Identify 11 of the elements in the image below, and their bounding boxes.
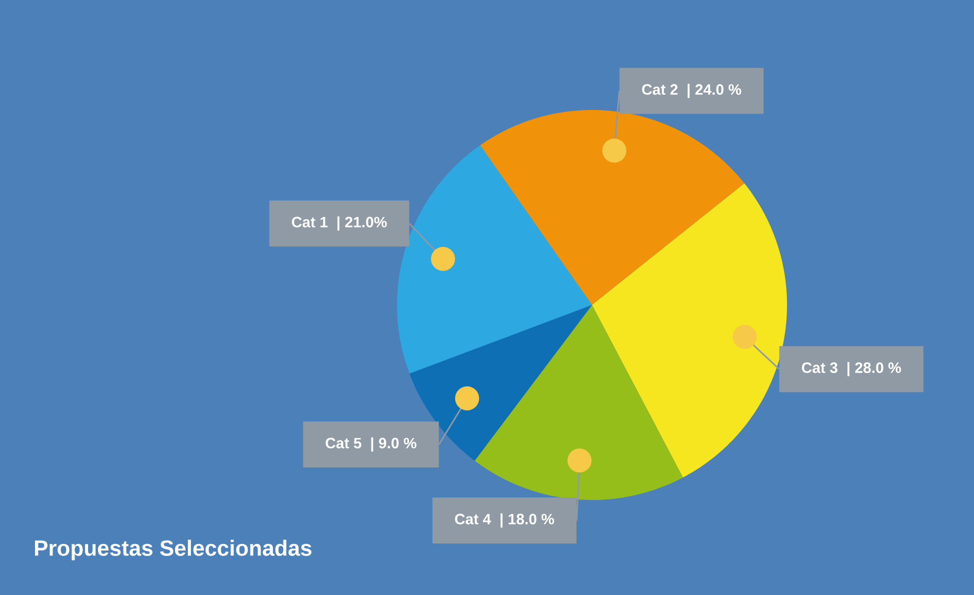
data-label: | 28.0 % (847, 362, 901, 376)
slice-label: Cat 3 (802, 362, 838, 374)
slice-label: Cat 4 (455, 514, 492, 524)
text: Propuestas Seleccionadas (35, 540, 312, 560)
data-label: | 21.0% (337, 216, 387, 231)
data-label: | 18.0 % (500, 513, 554, 528)
slice-label: Cat 5 (326, 438, 362, 448)
data-label: | 24.0 % (688, 84, 742, 98)
slice-label: Cat 2 (642, 84, 678, 95)
data-label: | 9.0 % (371, 437, 416, 452)
slice-label: Cat 1 (292, 216, 328, 228)
